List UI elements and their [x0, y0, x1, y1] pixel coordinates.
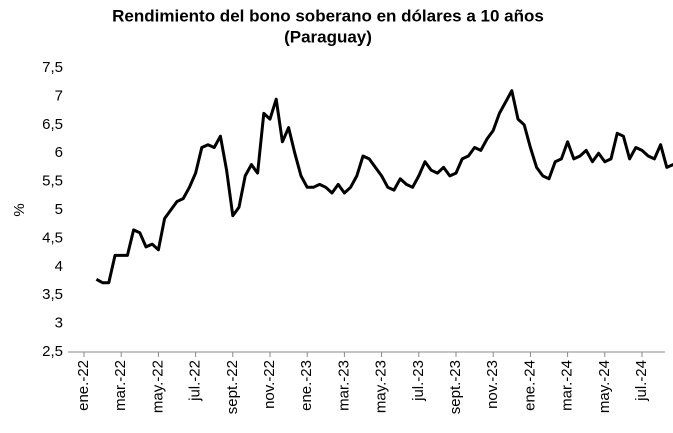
y-tick-label: 7,5 — [42, 59, 63, 76]
y-tick-label: 3,5 — [42, 286, 63, 303]
x-tick-label: nov.-23 — [484, 360, 501, 409]
x-tick-label: mar.-22 — [112, 360, 129, 411]
y-tick-label: 5,5 — [42, 173, 63, 190]
x-tick-label: jul.-22 — [187, 360, 204, 402]
chart-subtitle: (Paraguay) — [284, 27, 372, 46]
y-tick-label: 4,5 — [42, 229, 63, 246]
x-tick-label: ene.-24 — [521, 360, 538, 411]
x-tick-label: may.-24 — [596, 360, 613, 413]
x-tick-label: may.-22 — [149, 360, 166, 413]
x-tick-label: sept.-22 — [224, 360, 241, 414]
x-tick-label: sept.-23 — [447, 360, 464, 414]
x-tick-label: ene.-22 — [75, 360, 92, 411]
y-tick-label: 4 — [55, 258, 63, 275]
y-tick-label: 6,5 — [42, 116, 63, 133]
x-tick-label: mar.-24 — [559, 360, 576, 411]
x-tick-label: jul.-24 — [633, 360, 650, 402]
y-axis-label: % — [11, 203, 28, 216]
x-tick-label: may.-23 — [373, 360, 390, 413]
x-tick-label: jul.-23 — [410, 360, 427, 402]
y-tick-label: 3 — [55, 315, 63, 332]
y-tick-label: 2,5 — [42, 343, 63, 360]
data-line — [95, 89, 673, 285]
y-tick-label: 7 — [55, 87, 63, 104]
x-tick-label: nov.-22 — [261, 360, 278, 409]
y-tick-label: 6 — [55, 144, 63, 161]
x-tick-label: mar.-23 — [335, 360, 352, 411]
x-tick-label: ene.-23 — [298, 360, 315, 411]
y-tick-label: 5 — [55, 201, 63, 218]
chart-title: Rendimiento del bono soberano en dólares… — [112, 6, 544, 25]
